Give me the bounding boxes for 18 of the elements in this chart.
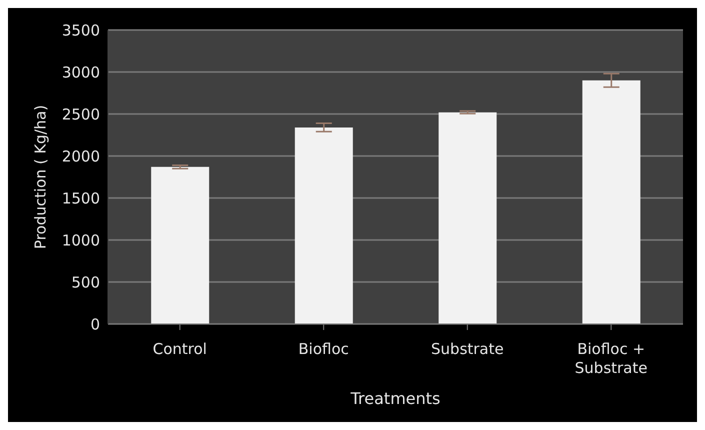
x-axis-title: Treatments (350, 389, 440, 408)
x-tick-label: Biofloc (298, 340, 349, 358)
bar (582, 80, 640, 324)
bar (151, 166, 210, 324)
bar (294, 127, 353, 324)
bar (438, 112, 497, 324)
y-tick-label: 1500 (62, 189, 100, 208)
y-tick-label: 0 (90, 315, 100, 334)
y-tick-label: 2000 (62, 147, 100, 166)
x-tick-label: Biofloc + Substrate (574, 340, 648, 377)
x-tick-label: Substrate (431, 340, 504, 358)
y-tick-label: 3000 (62, 63, 100, 82)
y-axis-title: Production ( Kg/ha) (31, 104, 50, 250)
x-tick-label: Control (152, 340, 207, 358)
y-tick-label: 500 (71, 273, 100, 292)
y-tick-label: 3500 (62, 21, 100, 40)
y-tick-label: 1000 (62, 231, 100, 250)
y-tick-label: 2500 (62, 105, 100, 124)
